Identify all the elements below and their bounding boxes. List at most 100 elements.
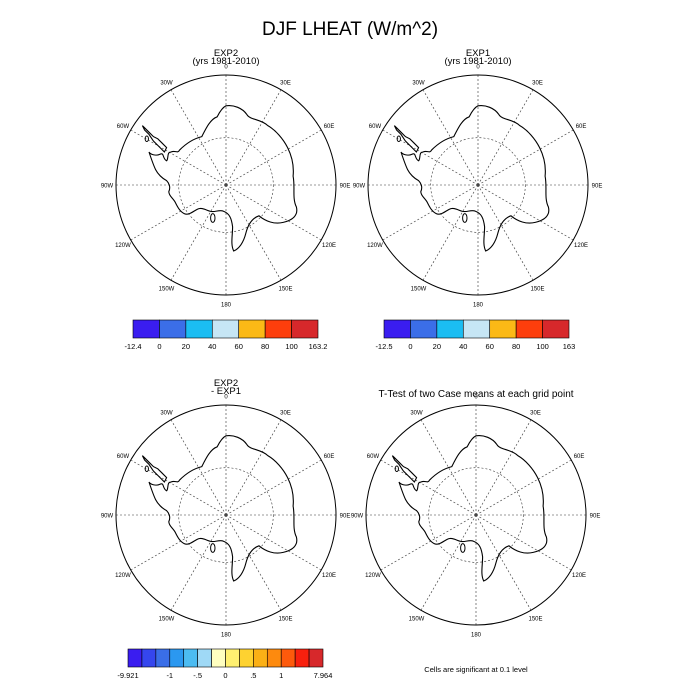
meridian-line [225, 129, 322, 186]
longitude-label: 30W [412, 80, 425, 86]
longitude-label: 30E [532, 80, 543, 86]
meridian-line [225, 184, 322, 241]
colorbar-swatch [197, 648, 212, 668]
longitude-label: 150E [278, 617, 292, 623]
island-outline [144, 465, 149, 473]
antarctica-coastline [142, 106, 296, 251]
colorbar-swatch [127, 648, 143, 668]
panel-title-line: EXP2 [214, 378, 238, 389]
colorbar-label: 7.964 [314, 671, 333, 680]
colorbar-label: 40 [459, 342, 467, 351]
meridian-line [225, 459, 322, 516]
longitude-label: 120W [367, 243, 383, 249]
colorbar-label: 60 [235, 342, 243, 351]
longitude-label: 90E [590, 514, 601, 520]
colorbar-label: 0 [157, 342, 161, 351]
longitude-label: 120E [572, 573, 586, 579]
colorbar-swatch [239, 648, 254, 668]
panels-layer: EXP2(yrs 1981-2010)030E60E90E120E150E180… [101, 48, 603, 680]
colorbar-swatch [211, 319, 240, 339]
colorbar-swatch [159, 319, 187, 339]
panel-title-line: T-Test of two Case means at each grid po… [378, 389, 573, 400]
meridian-line [422, 184, 479, 281]
antarctica-coastline [392, 436, 546, 581]
longitude-label: 60W [117, 124, 130, 130]
colorbar-swatch [169, 648, 185, 668]
latitude-circle [178, 137, 274, 233]
longitude-label: 120W [365, 573, 381, 579]
longitude-label: 60E [324, 124, 335, 130]
colorbar-label: 100 [285, 342, 298, 351]
longitude-label: 180 [471, 633, 482, 639]
colorbar-label: 80 [261, 342, 269, 351]
map-boundary [115, 74, 337, 296]
longitude-label: 0 [476, 65, 480, 71]
colorbar-swatch [253, 648, 268, 668]
island-outline [394, 465, 399, 473]
colorbar-label: 40 [208, 342, 216, 351]
polar-map: 0 30E 60E 90E 120E 150E 180 150W 120W 90W 60W 30W [353, 65, 603, 309]
colorbar-swatch [225, 648, 240, 668]
meridian-line [170, 184, 227, 281]
continent-outline [149, 106, 297, 251]
longitude-label: 60W [117, 454, 130, 460]
longitude-label: 150W [411, 287, 427, 293]
longitude-label: 60W [367, 454, 380, 460]
longitude-label: 90W [351, 514, 364, 520]
antarctica-coastline [142, 436, 296, 581]
colorbar-swatch [542, 319, 570, 339]
panel-title-line: - EXP1 [211, 386, 241, 397]
meridian-line [225, 184, 282, 281]
colorbar-swatch [183, 648, 198, 668]
longitude-label: 90W [101, 184, 114, 190]
longitude-label: 120E [574, 243, 588, 249]
longitude-label: 120E [322, 243, 336, 249]
panel-title-line: (yrs 1981-2010) [444, 56, 511, 67]
island-outline [210, 543, 216, 553]
latitude-circle [178, 467, 274, 563]
meridian-line [382, 184, 479, 241]
significance-note: Cells are significant at 0.1 level [424, 665, 528, 674]
colorbar-label: -.5 [193, 671, 202, 680]
continent-outline [149, 436, 297, 581]
longitude-label: 120W [115, 573, 131, 579]
longitude-label: 150E [530, 287, 544, 293]
colorbar-label: -12.5 [375, 342, 392, 351]
colorbar-swatch [280, 648, 296, 668]
longitude-label: 60E [574, 454, 585, 460]
colorbar: -9.921 -1 -.5 0 .5 1 7.964 [117, 648, 333, 680]
map-boundary [365, 404, 587, 626]
longitude-label: 0 [224, 395, 228, 401]
island-outline [144, 135, 149, 143]
colorbar-swatch [308, 648, 324, 668]
longitude-label: 30W [160, 410, 173, 416]
meridian-line [225, 89, 282, 186]
colorbar-swatch [238, 319, 266, 339]
island-outline [210, 213, 216, 223]
longitude-label: 0 [474, 395, 478, 401]
meridian-line [477, 184, 574, 241]
longitude-label: 180 [473, 303, 484, 309]
longitude-label: 30W [160, 80, 173, 86]
meridian-line [380, 514, 477, 571]
island-outline [460, 543, 466, 553]
figure-title: DJF LHEAT (W/m^2) [262, 19, 438, 40]
longitude-label: 150W [159, 617, 175, 623]
colorbar-swatch [383, 319, 411, 339]
colorbar-swatch [264, 319, 292, 339]
meridian-line [475, 419, 532, 516]
colorbar-swatch [294, 648, 310, 668]
polar-map: 0 30E 60E 90E 120E 150E 180 150W 120W 90W 60W 30W [101, 65, 351, 309]
panel-ttest: T-Test of two Case means at each grid po… [351, 389, 601, 674]
longitude-label: 150W [409, 617, 425, 623]
longitude-label: 180 [221, 303, 232, 309]
meridian-line [130, 184, 227, 241]
colorbar-swatch [132, 319, 160, 339]
panel-diff: EXP2- EXP1030E60E90E120E150E180150W120W9… [101, 378, 351, 680]
continent-outline [399, 436, 547, 581]
longitude-label: 90W [353, 184, 366, 190]
colorbar: -12.5 0 20 40 60 80 100 163 [375, 319, 575, 351]
colorbar-swatch [436, 319, 464, 339]
colorbar-swatch [410, 319, 438, 339]
